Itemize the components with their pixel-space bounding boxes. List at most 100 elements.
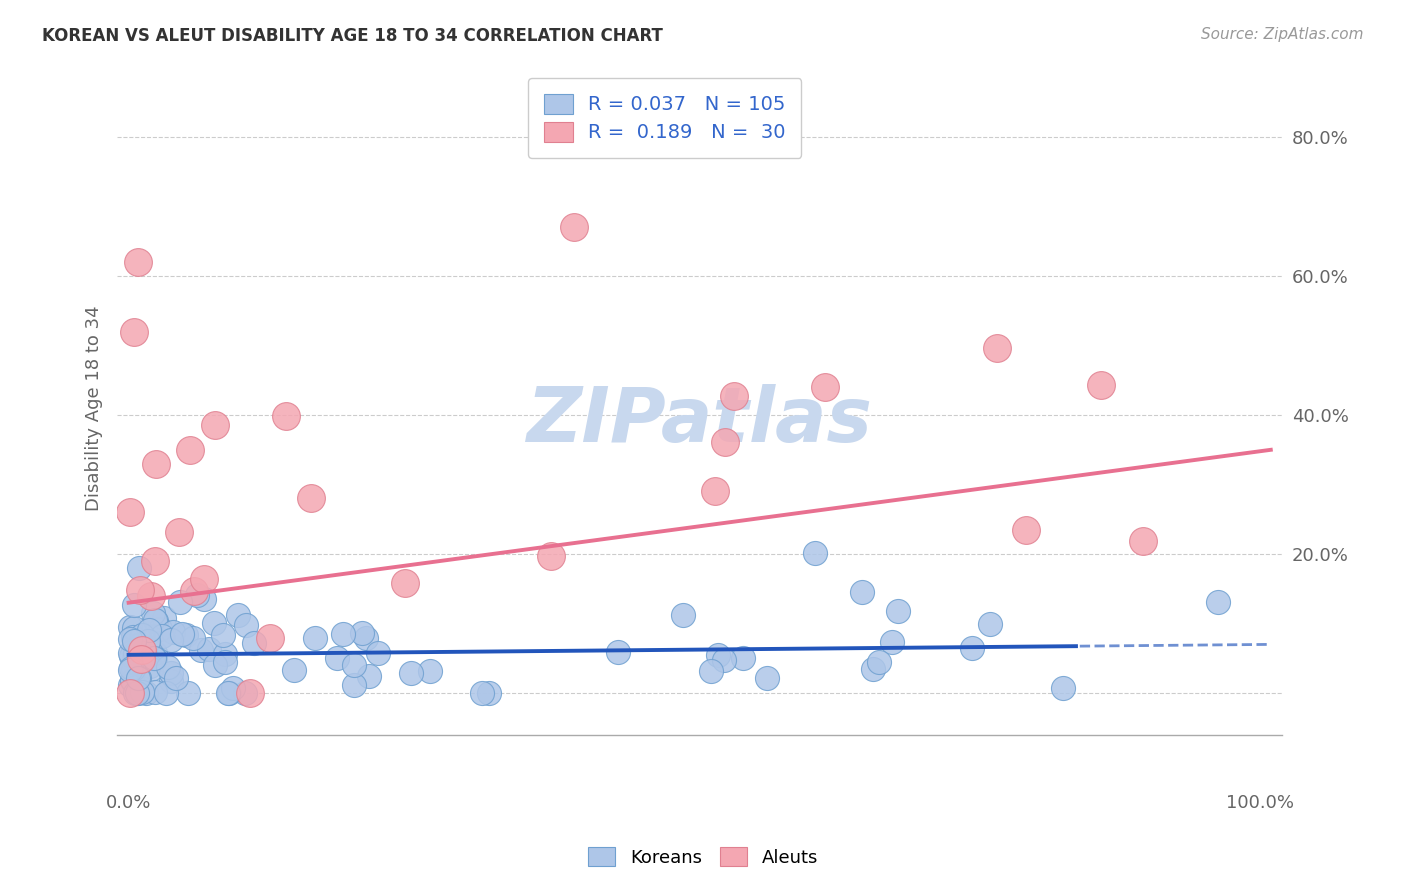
Point xyxy=(124,680,146,694)
Point xyxy=(120,661,142,675)
Point xyxy=(160,673,183,688)
Point xyxy=(190,643,212,657)
Point xyxy=(174,628,197,642)
Point xyxy=(851,585,873,599)
Point xyxy=(217,686,239,700)
Point xyxy=(299,491,322,506)
Point xyxy=(160,666,183,681)
Point xyxy=(706,648,728,662)
Point xyxy=(128,560,150,574)
Point xyxy=(124,686,146,700)
Point xyxy=(127,686,149,700)
Point xyxy=(193,591,215,606)
Point xyxy=(239,686,262,700)
Point xyxy=(122,643,145,657)
Point xyxy=(478,686,501,700)
Point xyxy=(887,604,910,618)
Point xyxy=(128,655,150,669)
Point xyxy=(700,664,723,678)
Point xyxy=(672,608,695,623)
Point xyxy=(1206,595,1229,609)
Point xyxy=(129,582,152,597)
Point xyxy=(134,646,156,660)
Point xyxy=(1090,377,1112,392)
Point xyxy=(165,671,187,685)
Point xyxy=(160,633,183,648)
Point xyxy=(181,632,204,646)
Point xyxy=(814,380,837,394)
Point xyxy=(128,255,150,269)
Point xyxy=(354,631,377,645)
Point xyxy=(723,389,745,403)
Point xyxy=(179,443,201,458)
Point xyxy=(127,671,149,685)
Point xyxy=(803,546,825,560)
Point xyxy=(868,655,890,669)
Point xyxy=(128,638,150,652)
Point xyxy=(122,325,145,339)
Point xyxy=(136,634,159,648)
Point xyxy=(118,646,141,660)
Point xyxy=(143,646,166,660)
Point xyxy=(170,627,193,641)
Point xyxy=(124,598,146,612)
Legend: R = 0.037   N = 105, R =  0.189   N =  30: R = 0.037 N = 105, R = 0.189 N = 30 xyxy=(529,78,801,158)
Point xyxy=(118,505,141,519)
Point xyxy=(274,409,297,423)
Point xyxy=(162,624,184,639)
Point xyxy=(131,643,153,657)
Point xyxy=(704,484,727,499)
Point xyxy=(134,652,156,666)
Text: 100.0%: 100.0% xyxy=(1226,794,1294,812)
Point xyxy=(471,686,494,700)
Point xyxy=(394,576,416,591)
Point xyxy=(399,666,422,681)
Point xyxy=(204,657,226,672)
Point xyxy=(120,620,142,634)
Point xyxy=(1052,681,1074,695)
Point xyxy=(714,435,737,450)
Point xyxy=(142,606,165,620)
Point xyxy=(197,642,219,657)
Point xyxy=(218,686,240,700)
Point xyxy=(157,660,180,674)
Point xyxy=(149,622,172,636)
Point xyxy=(562,220,585,235)
Point xyxy=(183,583,205,598)
Point xyxy=(145,457,167,471)
Point xyxy=(143,613,166,627)
Point xyxy=(352,625,374,640)
Point xyxy=(122,662,145,676)
Point xyxy=(419,664,441,678)
Point xyxy=(122,634,145,648)
Point xyxy=(141,663,163,677)
Point xyxy=(202,615,225,630)
Point xyxy=(138,659,160,673)
Point xyxy=(139,589,162,603)
Point xyxy=(359,668,381,682)
Point xyxy=(122,630,145,644)
Point xyxy=(235,618,257,632)
Point xyxy=(143,554,166,568)
Point xyxy=(228,607,250,622)
Point xyxy=(167,524,190,539)
Point xyxy=(118,686,141,700)
Text: ZIPatlas: ZIPatlas xyxy=(527,384,873,458)
Point xyxy=(143,651,166,665)
Point xyxy=(214,648,236,662)
Point xyxy=(242,636,264,650)
Point xyxy=(326,651,349,665)
Point xyxy=(152,611,174,625)
Point xyxy=(118,632,141,646)
Point xyxy=(862,662,884,676)
Point xyxy=(128,671,150,685)
Point xyxy=(283,663,305,677)
Point xyxy=(135,686,157,700)
Point xyxy=(193,572,215,586)
Point xyxy=(121,674,143,689)
Point xyxy=(731,651,754,665)
Point xyxy=(332,627,354,641)
Point xyxy=(979,616,1001,631)
Point xyxy=(177,686,200,700)
Point xyxy=(131,628,153,642)
